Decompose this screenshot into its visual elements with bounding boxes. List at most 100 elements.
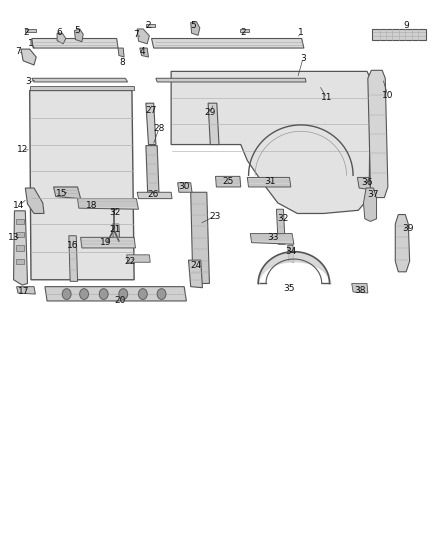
Polygon shape bbox=[171, 71, 371, 214]
Circle shape bbox=[119, 289, 127, 300]
Bar bbox=[16, 219, 24, 224]
Text: 11: 11 bbox=[321, 93, 333, 102]
Polygon shape bbox=[25, 188, 44, 214]
Text: 10: 10 bbox=[382, 91, 394, 100]
Polygon shape bbox=[352, 284, 368, 293]
Circle shape bbox=[138, 289, 147, 300]
Circle shape bbox=[157, 289, 166, 300]
Polygon shape bbox=[14, 211, 28, 285]
Polygon shape bbox=[53, 187, 81, 199]
Text: 21: 21 bbox=[110, 225, 121, 234]
Bar bbox=[16, 245, 24, 251]
Polygon shape bbox=[188, 260, 202, 288]
Polygon shape bbox=[74, 29, 83, 42]
Text: 38: 38 bbox=[355, 286, 366, 295]
Bar bbox=[146, 23, 155, 27]
Text: 2: 2 bbox=[240, 28, 246, 37]
Text: 19: 19 bbox=[100, 238, 112, 247]
Polygon shape bbox=[45, 287, 186, 301]
Circle shape bbox=[99, 289, 108, 300]
Bar bbox=[30, 86, 134, 91]
Text: 35: 35 bbox=[283, 284, 294, 293]
Polygon shape bbox=[368, 70, 388, 198]
Polygon shape bbox=[156, 78, 306, 82]
Bar bbox=[25, 29, 36, 32]
Polygon shape bbox=[146, 103, 156, 144]
Text: 2: 2 bbox=[146, 21, 151, 30]
Text: 33: 33 bbox=[268, 233, 279, 242]
Polygon shape bbox=[178, 183, 192, 192]
Text: 28: 28 bbox=[153, 124, 165, 133]
Polygon shape bbox=[215, 176, 241, 187]
Text: 18: 18 bbox=[86, 201, 98, 210]
Polygon shape bbox=[113, 224, 120, 245]
Polygon shape bbox=[364, 188, 377, 221]
Polygon shape bbox=[57, 33, 66, 44]
Text: 7: 7 bbox=[134, 30, 139, 39]
Polygon shape bbox=[357, 177, 371, 190]
Text: 5: 5 bbox=[74, 26, 81, 35]
Text: 16: 16 bbox=[67, 241, 79, 250]
Polygon shape bbox=[288, 245, 294, 262]
Polygon shape bbox=[21, 49, 36, 65]
Polygon shape bbox=[32, 78, 127, 82]
Text: 14: 14 bbox=[13, 201, 25, 210]
Text: 37: 37 bbox=[368, 190, 379, 199]
Text: 4: 4 bbox=[139, 47, 145, 56]
Text: 17: 17 bbox=[18, 287, 30, 296]
Bar bbox=[240, 29, 250, 32]
Polygon shape bbox=[395, 215, 410, 272]
Polygon shape bbox=[251, 233, 294, 244]
Polygon shape bbox=[152, 38, 304, 48]
Polygon shape bbox=[30, 91, 134, 280]
Polygon shape bbox=[137, 29, 149, 44]
Text: 9: 9 bbox=[403, 21, 409, 30]
Text: 12: 12 bbox=[17, 146, 28, 155]
Text: 25: 25 bbox=[222, 177, 233, 186]
Polygon shape bbox=[78, 199, 138, 209]
Text: 36: 36 bbox=[361, 178, 373, 187]
Polygon shape bbox=[191, 192, 209, 284]
Text: 39: 39 bbox=[403, 224, 414, 233]
Text: 13: 13 bbox=[8, 233, 19, 242]
Text: 7: 7 bbox=[15, 47, 21, 56]
Text: 8: 8 bbox=[120, 58, 125, 67]
Polygon shape bbox=[372, 29, 426, 39]
Text: 24: 24 bbox=[191, 261, 202, 270]
Polygon shape bbox=[276, 209, 285, 244]
Text: 15: 15 bbox=[56, 189, 67, 198]
Polygon shape bbox=[140, 48, 148, 57]
Text: 3: 3 bbox=[25, 77, 31, 86]
Polygon shape bbox=[69, 236, 78, 281]
Text: 31: 31 bbox=[265, 177, 276, 186]
Text: 1: 1 bbox=[298, 28, 304, 37]
Bar bbox=[16, 232, 24, 237]
Polygon shape bbox=[137, 192, 172, 199]
Circle shape bbox=[80, 289, 88, 300]
Polygon shape bbox=[146, 146, 159, 192]
Text: 6: 6 bbox=[56, 28, 62, 37]
Text: 34: 34 bbox=[285, 247, 297, 256]
Text: 20: 20 bbox=[114, 296, 125, 305]
Text: 29: 29 bbox=[205, 108, 216, 117]
Polygon shape bbox=[247, 177, 291, 187]
Text: 2: 2 bbox=[24, 28, 29, 37]
Circle shape bbox=[62, 289, 71, 300]
Text: 27: 27 bbox=[146, 106, 157, 115]
Polygon shape bbox=[32, 38, 118, 48]
Polygon shape bbox=[118, 48, 124, 57]
Text: 1: 1 bbox=[28, 39, 34, 49]
Polygon shape bbox=[208, 103, 219, 144]
Text: 5: 5 bbox=[190, 21, 196, 30]
Text: 32: 32 bbox=[110, 208, 121, 217]
Polygon shape bbox=[81, 237, 135, 248]
Polygon shape bbox=[127, 255, 150, 262]
Text: 30: 30 bbox=[178, 182, 190, 191]
Polygon shape bbox=[191, 21, 200, 35]
Text: 23: 23 bbox=[209, 212, 220, 221]
Text: 3: 3 bbox=[300, 54, 306, 63]
Bar bbox=[16, 259, 24, 264]
Text: 22: 22 bbox=[124, 257, 135, 265]
Text: 26: 26 bbox=[147, 190, 159, 199]
Polygon shape bbox=[17, 287, 35, 294]
